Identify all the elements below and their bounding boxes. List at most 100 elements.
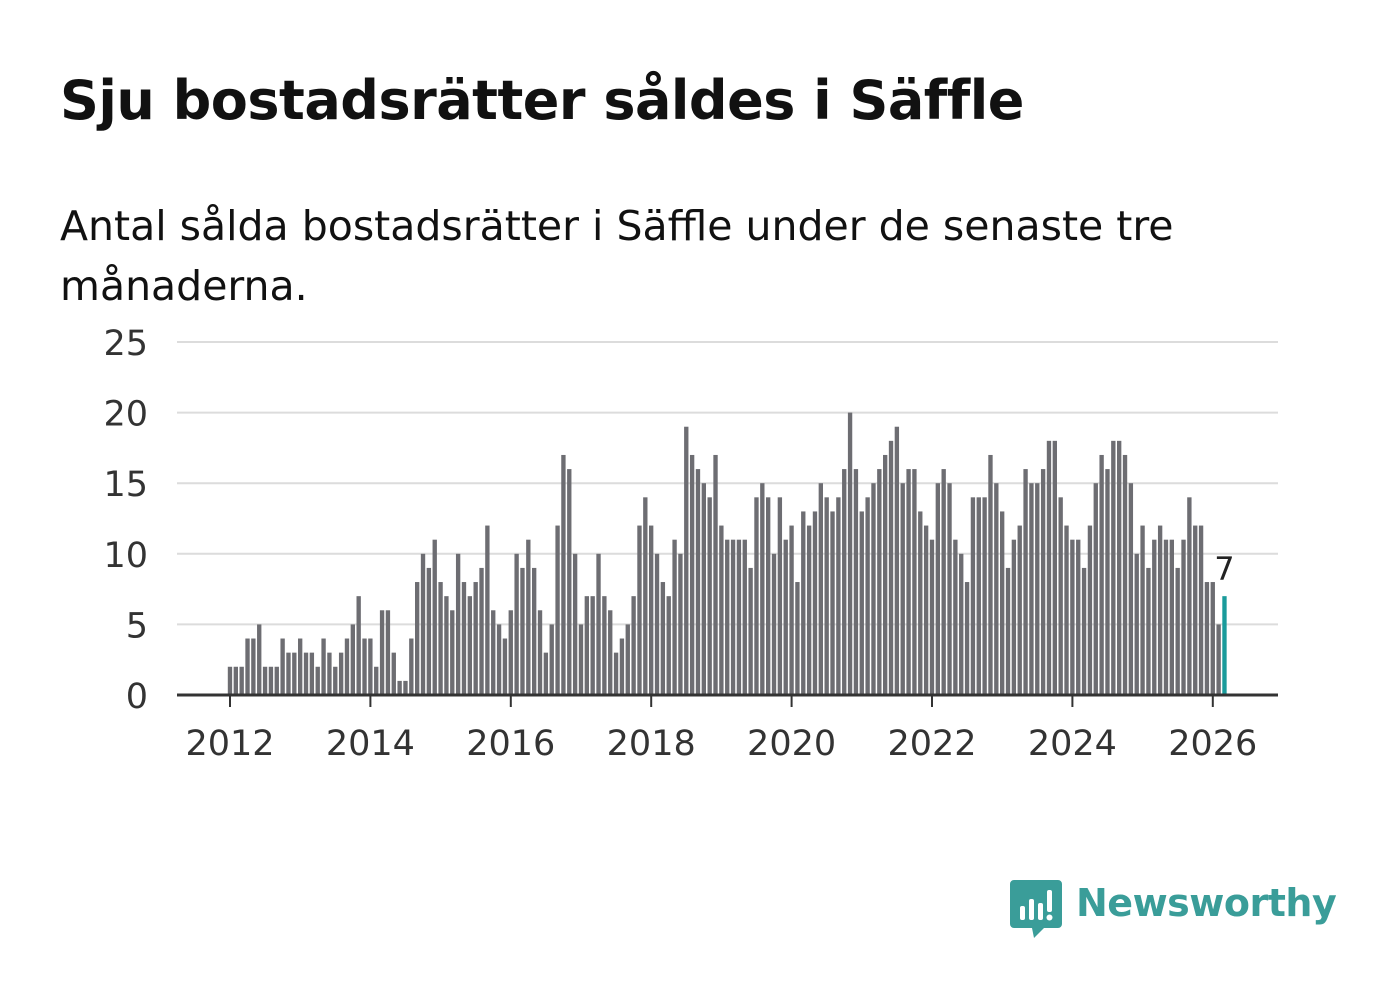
- bar: [1093, 483, 1098, 695]
- chart-subtitle: Antal sålda bostadsrätter i Säffle under…: [60, 202, 1174, 310]
- bar: [842, 469, 847, 695]
- bar: [567, 469, 572, 695]
- x-tick-label: 2020: [747, 724, 836, 764]
- bar: [1105, 469, 1110, 695]
- bar: [391, 652, 396, 695]
- y-tick-label: 0: [126, 677, 148, 717]
- bar: [467, 596, 472, 695]
- bar: [847, 412, 853, 695]
- bar: [859, 511, 864, 695]
- bar: [906, 469, 911, 695]
- bar: [368, 638, 373, 695]
- bar: [608, 610, 613, 695]
- bar: [1187, 497, 1192, 695]
- bar: [409, 638, 414, 695]
- bar: [1087, 525, 1093, 695]
- bar: [649, 525, 654, 695]
- bar: [298, 638, 303, 695]
- bar: [496, 624, 502, 695]
- bar: [479, 567, 484, 695]
- bar: [637, 525, 642, 695]
- bar: [491, 610, 496, 695]
- bar: [812, 511, 818, 695]
- bar: [508, 610, 513, 695]
- bar: [350, 624, 355, 695]
- bar: [1017, 525, 1022, 695]
- bar: [309, 652, 315, 695]
- bar: [526, 539, 531, 695]
- bar: [1204, 582, 1210, 695]
- x-tick-label: 2014: [326, 724, 415, 764]
- bar: [748, 567, 753, 695]
- bar: [286, 652, 291, 695]
- bar: [1210, 582, 1215, 695]
- bar: [806, 525, 812, 695]
- bar: [900, 483, 905, 695]
- bar: [801, 511, 806, 695]
- bar: [619, 638, 625, 695]
- bar: [1169, 539, 1174, 695]
- bar: [461, 582, 467, 695]
- bar: [941, 469, 946, 695]
- bar: [1011, 539, 1017, 695]
- bar: [719, 525, 724, 695]
- bar: [1216, 624, 1221, 695]
- bar: [795, 582, 800, 695]
- bar: [725, 539, 730, 695]
- bar: [520, 567, 525, 695]
- bar: [485, 525, 490, 695]
- x-tick-label: 2024: [1028, 724, 1117, 764]
- bar: [344, 638, 350, 695]
- bar: [257, 624, 262, 695]
- bar: [1005, 567, 1011, 695]
- bar: [578, 624, 584, 695]
- x-tick-label: 2016: [466, 724, 555, 764]
- bar: [1076, 539, 1081, 695]
- bar: [1157, 525, 1163, 695]
- bar: [514, 553, 519, 695]
- bar: [883, 454, 888, 695]
- y-tick-label: 20: [103, 395, 148, 435]
- x-tick-label: 2018: [607, 724, 696, 764]
- bar: [438, 582, 443, 695]
- bar: [877, 469, 882, 695]
- data-label: 7: [1214, 550, 1234, 588]
- brand-name: Newsworthy: [1076, 881, 1337, 925]
- bar: [274, 666, 279, 695]
- bar: [613, 652, 619, 695]
- bar: [1035, 483, 1040, 695]
- bar: [473, 582, 478, 695]
- bar: [315, 666, 320, 695]
- bar: [245, 638, 250, 695]
- bar: [929, 539, 935, 695]
- bar-highlight: [1222, 596, 1227, 695]
- bar: [1052, 440, 1057, 695]
- bar: [660, 582, 666, 695]
- bar: [403, 680, 408, 695]
- bar: [625, 624, 630, 695]
- bar: [280, 638, 285, 695]
- bar: [321, 638, 326, 695]
- bar: [818, 483, 823, 695]
- bar: [824, 497, 829, 695]
- bar: [262, 666, 268, 695]
- bar: [385, 610, 391, 695]
- bar: [982, 497, 987, 695]
- bar: [678, 553, 683, 695]
- bar: [333, 666, 338, 695]
- bar: [865, 497, 870, 695]
- bar: [1023, 469, 1028, 695]
- bar: [684, 426, 689, 695]
- bar: [251, 638, 256, 695]
- bar: [455, 553, 461, 695]
- bar: [572, 553, 578, 695]
- bar: [666, 596, 671, 695]
- chart-title: Sju bostadsrätter såldes i Säffle: [60, 69, 1024, 132]
- bar: [766, 497, 771, 695]
- bar: [976, 497, 981, 695]
- bar: [420, 553, 426, 695]
- y-tick-label: 10: [103, 536, 148, 576]
- bar: [1163, 539, 1169, 695]
- bar: [988, 454, 993, 695]
- bar: [894, 426, 900, 695]
